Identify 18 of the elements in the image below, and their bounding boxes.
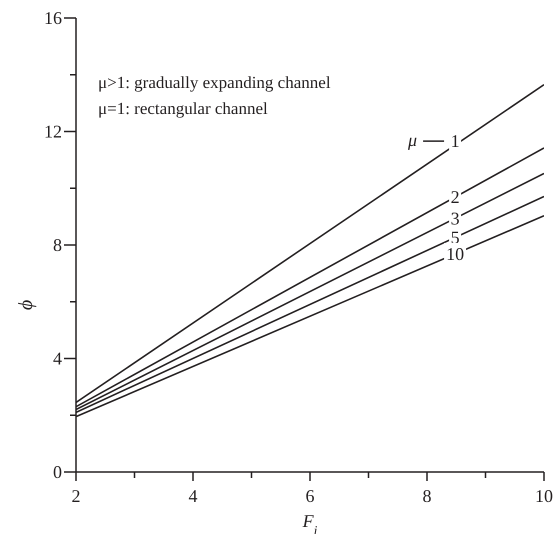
y-tick-label: 8 (53, 235, 62, 255)
x-tick-label: 10 (535, 486, 553, 506)
x-tick-label: 4 (188, 486, 198, 506)
y-tick-label: 0 (53, 462, 62, 482)
y-tick-label: 4 (53, 348, 62, 368)
annotation: μ (407, 130, 418, 150)
x-tick-label: 2 (72, 486, 80, 506)
series-label: 1 (450, 131, 460, 152)
y-tick-label: 16 (44, 8, 62, 28)
x-tick-label: 6 (306, 486, 314, 506)
series-label: 10 (446, 244, 464, 264)
series-label: 2 (450, 187, 460, 208)
annotation: μ>1: gradually expanding channel (98, 73, 331, 92)
x-tick-label: 8 (422, 486, 432, 506)
annotation: μ=1: rectangular channel (98, 99, 268, 118)
y-tick-label: 12 (44, 122, 62, 142)
y-axis-title: ϕ (15, 300, 37, 310)
series-label: 3 (450, 208, 460, 228)
